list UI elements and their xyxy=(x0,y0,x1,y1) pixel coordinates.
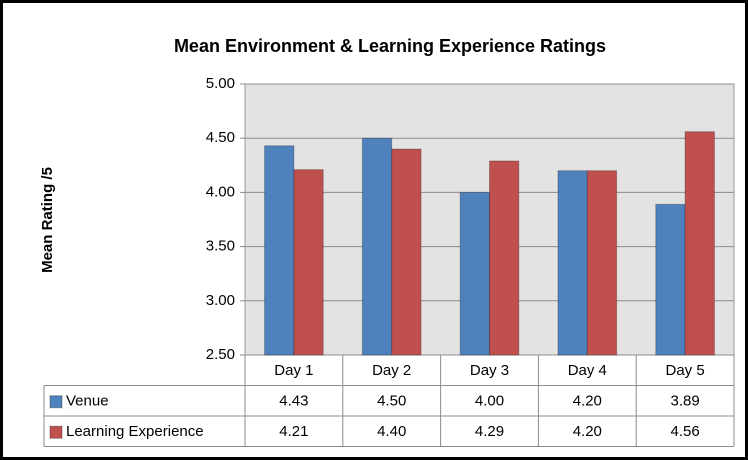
x-tick-label: Day 3 xyxy=(470,362,509,379)
data-label: 4.29 xyxy=(475,423,504,440)
data-label: 4.50 xyxy=(377,393,406,410)
data-label: 4.40 xyxy=(377,423,406,440)
x-tick-label: Day 4 xyxy=(568,362,607,379)
x-tick-label: Day 1 xyxy=(274,362,313,379)
x-tick-label: Day 2 xyxy=(372,362,411,379)
y-tick-label: 4.50 xyxy=(206,129,235,146)
y-tick-label: 2.50 xyxy=(206,346,235,363)
chart-title: Mean Environment & Learning Experience R… xyxy=(174,36,606,56)
y-axis-label: Mean Rating /5 xyxy=(39,167,56,273)
data-label: 4.43 xyxy=(279,393,308,410)
data-label: 4.20 xyxy=(573,393,602,410)
bar xyxy=(489,160,520,356)
legend-swatch xyxy=(49,395,63,409)
bar xyxy=(361,137,393,356)
legend-swatch xyxy=(49,425,63,439)
y-tick-label: 5.00 xyxy=(206,75,235,92)
data-label: 4.21 xyxy=(279,423,308,440)
legend-label: Learning Experience xyxy=(66,423,204,440)
data-label: 3.89 xyxy=(670,393,699,410)
y-tick-label: 3.00 xyxy=(206,292,235,309)
data-label: 4.56 xyxy=(670,423,699,440)
bar xyxy=(557,170,588,356)
x-tick-label: Day 5 xyxy=(666,362,705,379)
legend-label: Venue xyxy=(66,393,109,410)
bar xyxy=(459,191,491,356)
bar xyxy=(655,203,686,356)
bar xyxy=(586,170,618,356)
data-label: 4.00 xyxy=(475,393,504,410)
bar xyxy=(391,148,422,356)
bar xyxy=(293,169,324,356)
y-tick-label: 4.00 xyxy=(206,183,235,200)
bar xyxy=(684,131,715,356)
bar xyxy=(264,145,295,356)
data-label: 4.20 xyxy=(573,423,602,440)
y-tick-label: 3.50 xyxy=(206,238,235,255)
